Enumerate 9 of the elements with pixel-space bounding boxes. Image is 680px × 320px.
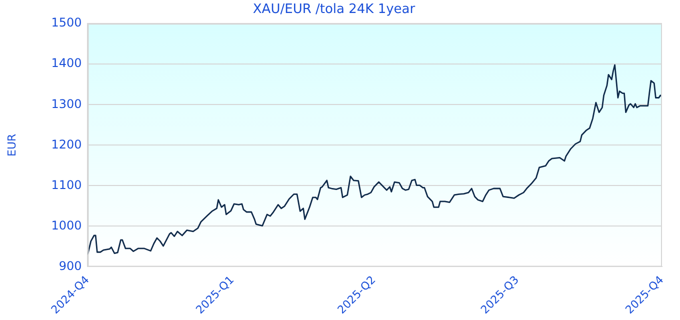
chart-title: XAU/EUR /tola 24K 1year (252, 2, 416, 18)
y-tick-label: 1100 (51, 178, 82, 192)
y-tick-label: 1200 (51, 137, 82, 152)
y-tick-label: 900 (58, 258, 82, 273)
y-tick-label: 1300 (51, 96, 82, 111)
y-tick-label: 1400 (51, 56, 82, 70)
y-tick-label: 1500 (51, 16, 82, 30)
y-axis-title: EUR (5, 133, 18, 156)
y-tick-label: 1000 (51, 218, 82, 232)
